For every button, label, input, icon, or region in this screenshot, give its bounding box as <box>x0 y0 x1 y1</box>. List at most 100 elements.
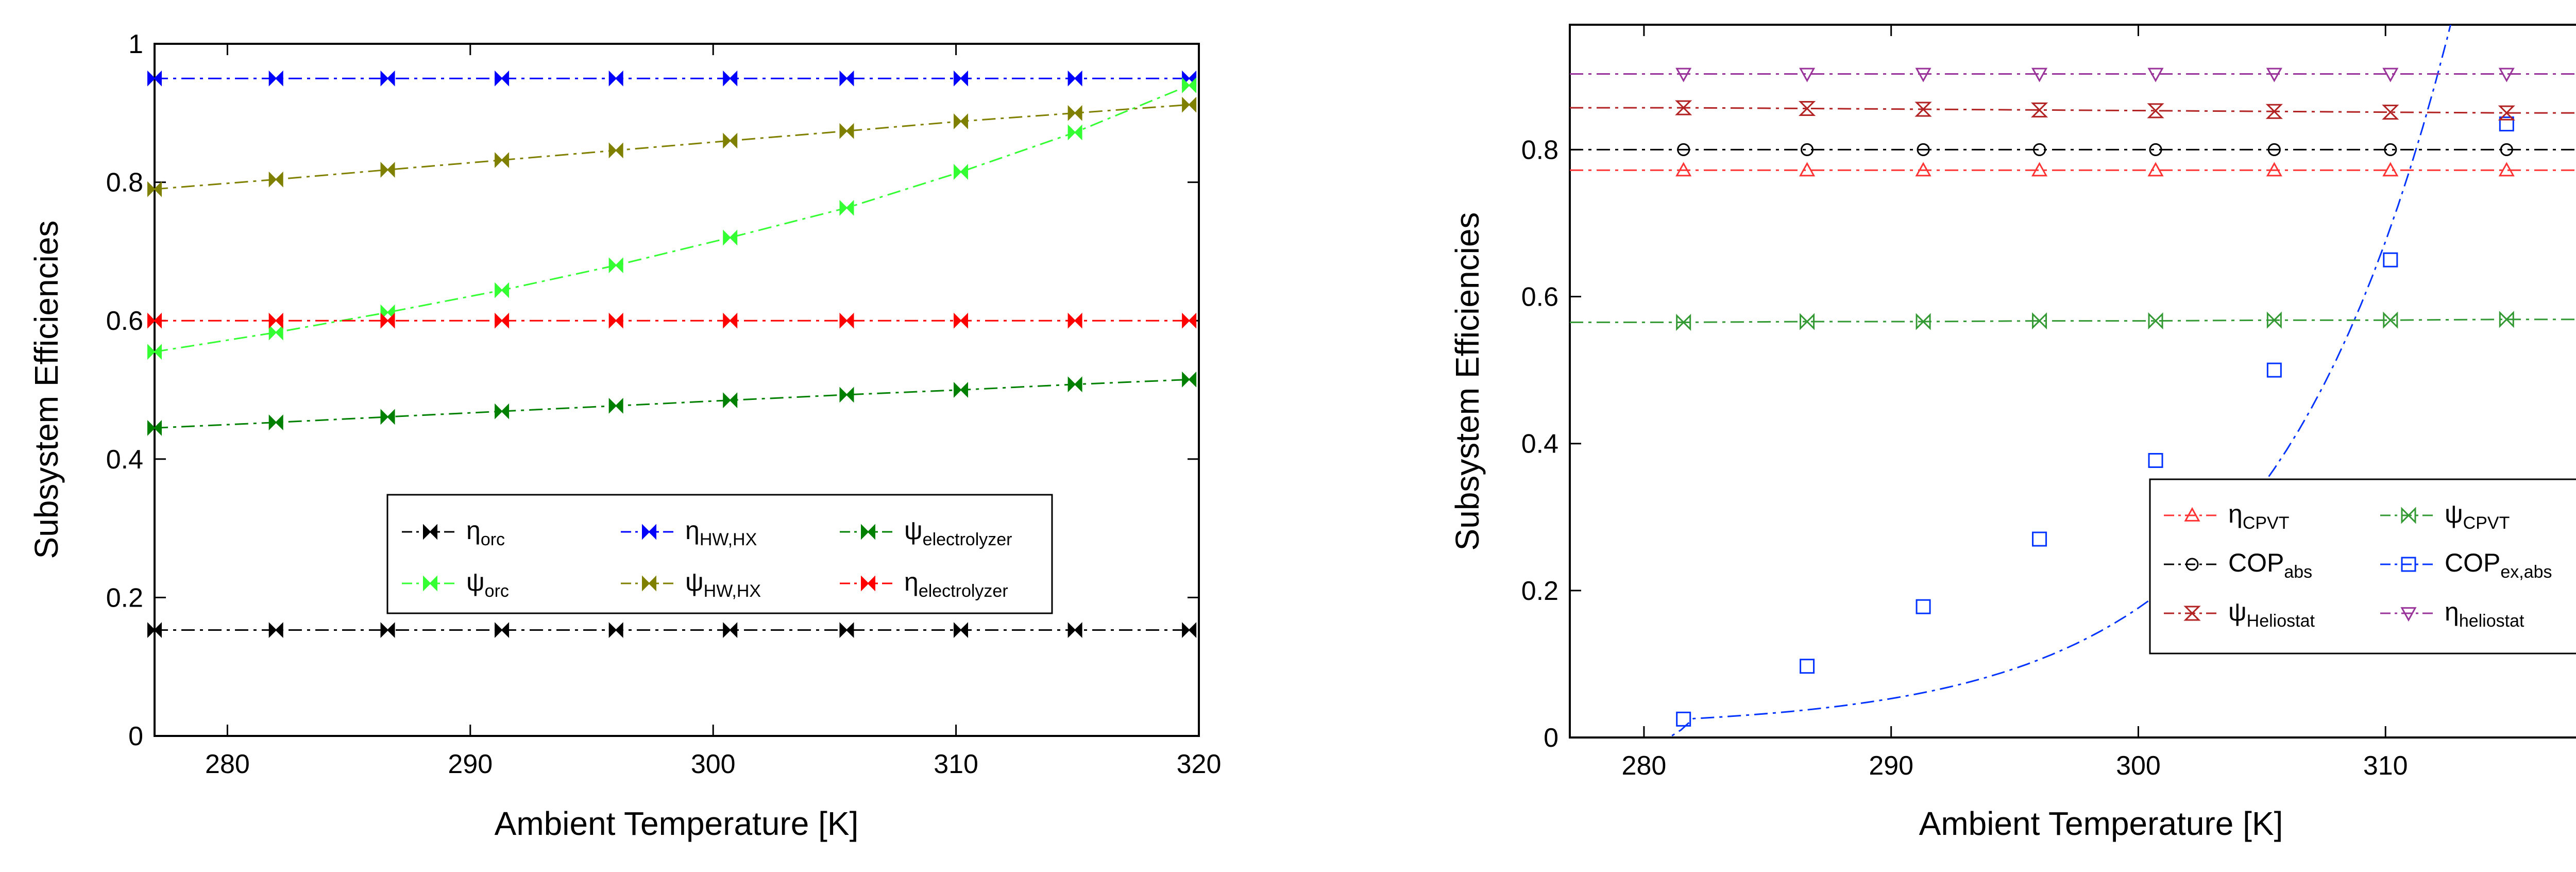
left-data-point <box>147 344 162 360</box>
left-data-point <box>723 229 738 246</box>
left-ticks: 280 290 300 310 320 0 0.2 0.4 0.6 0.8 1 <box>106 29 1222 779</box>
left-legend-symbol: η <box>466 516 481 545</box>
right-data-point <box>1801 143 1814 156</box>
right-legend-label: ηCPVT <box>2228 499 2290 533</box>
left-legend-marker <box>861 575 875 592</box>
right-plot-frame <box>1569 24 2576 739</box>
right-data-point <box>1798 101 1816 116</box>
left-legend-label: ψHW,HX <box>685 567 761 601</box>
right-y-tick-label: 0.8 <box>1521 135 1558 165</box>
right-data-point <box>2148 312 2163 330</box>
left-data-point <box>495 312 510 329</box>
left-data-point <box>608 622 623 638</box>
right-data-point <box>2148 452 2163 468</box>
left-data-point <box>954 70 969 87</box>
right-data-point <box>2498 68 2515 82</box>
left-legend-label: ηHW,HX <box>685 516 757 549</box>
right-legend-symbol: COP <box>2228 548 2284 577</box>
right-x-tick-label: 290 <box>1869 751 1913 781</box>
left-legend-symbol: η <box>904 567 919 596</box>
right-data-point <box>2499 116 2514 131</box>
right-legend-marker <box>2183 606 2201 621</box>
left-x-tick-label: 310 <box>934 749 978 779</box>
right-legend-marker <box>2184 507 2200 522</box>
left-data-point <box>723 312 738 329</box>
left-data-point <box>608 312 623 329</box>
right-legend-label: ηheliostat <box>2445 597 2524 631</box>
left-data-point <box>954 622 969 638</box>
right-data-point <box>2499 311 2514 328</box>
left-plot-frame <box>154 43 1200 737</box>
left-data-point <box>1067 376 1082 393</box>
left-legend-subscript: orc <box>481 530 505 549</box>
left-data-point <box>954 382 969 398</box>
right-y-tick-label: 0 <box>1544 723 1558 753</box>
right-legend-subscript: ex,abs <box>2500 562 2552 582</box>
right-data-point <box>1914 102 1932 117</box>
left-data-point <box>147 622 162 638</box>
left-legend-label: ψelectrolyzer <box>904 516 1012 549</box>
left-legend-symbol: ψ <box>685 567 704 596</box>
right-data-point <box>1675 162 1692 177</box>
right-legend-box <box>2149 478 2576 655</box>
left-legend-symbol: ψ <box>904 516 923 545</box>
left-data-point <box>495 403 510 420</box>
left-data-point <box>839 622 854 638</box>
right-data-point <box>2267 143 2281 156</box>
right-data-point <box>2032 312 2047 330</box>
left-legend-box <box>386 494 1053 614</box>
right-data-point <box>2382 68 2399 82</box>
left-legend-subscript: electrolyzer <box>919 581 1008 601</box>
right-data-point <box>2147 103 2164 119</box>
left-x-axis-label: Ambient Temperature [K] <box>495 805 859 842</box>
right-legend-subscript: Heliostat <box>2247 611 2315 631</box>
left-legend-marker <box>423 575 437 592</box>
left-legend-marker <box>642 575 656 592</box>
left-data-point <box>380 304 395 321</box>
right-data-point <box>1799 68 1816 82</box>
left-legend-marker <box>423 524 437 540</box>
right-legend-label: COPex,abs <box>2445 548 2552 582</box>
right-series-line <box>1668 25 2452 737</box>
left-y-axis-label: Subsystem Efficiencies <box>28 221 65 559</box>
left-x-tick-label: 320 <box>1177 749 1222 779</box>
left-legend-symbol: η <box>685 516 700 545</box>
right-data-point <box>2266 162 2282 177</box>
left-x-tick-label: 290 <box>448 749 493 779</box>
right-data-point <box>2383 311 2398 329</box>
left-data-point <box>839 387 854 403</box>
right-legend-subscript: CPVT <box>2243 513 2290 533</box>
left-y-tick-label: 1 <box>128 29 143 59</box>
right-legend-label: ψCPVT <box>2445 499 2510 533</box>
left-data-point <box>380 312 395 329</box>
right-data-point <box>1915 68 1931 82</box>
right-legend-label: COPabs <box>2228 548 2312 582</box>
left-series-line <box>155 378 1190 429</box>
right-series-line <box>1570 107 2576 114</box>
right-legend-subscript: heliostat <box>2459 611 2524 631</box>
left-legend-marker <box>642 524 656 540</box>
left-data-point <box>723 392 738 409</box>
left-y-tick-label: 0 <box>128 722 143 751</box>
right-data-point <box>2265 104 2283 119</box>
right-data-point <box>1916 599 1931 614</box>
left-data-point <box>1067 70 1082 87</box>
right-x-axis-label: Ambient Temperature [K] <box>1919 805 2283 842</box>
left-data-point <box>380 162 395 178</box>
left-data-point <box>608 397 623 414</box>
right-legend-symbol: ψ <box>2445 499 2463 528</box>
left-data-point <box>1067 105 1082 121</box>
left-series-markers <box>147 70 1197 638</box>
right-legend-symbol: η <box>2228 499 2243 528</box>
left-legend-subscript: orc <box>485 581 509 601</box>
left-series-line <box>155 85 1190 353</box>
right-data-point <box>2032 531 2047 547</box>
right-y-tick-label: 0.4 <box>1521 429 1558 459</box>
right-data-point <box>2266 311 2282 329</box>
right-x-tick-label: 310 <box>2363 751 2408 781</box>
right-series-line <box>1570 318 2576 323</box>
right-legend-marker <box>2401 557 2416 572</box>
left-legend-marker <box>861 524 875 540</box>
